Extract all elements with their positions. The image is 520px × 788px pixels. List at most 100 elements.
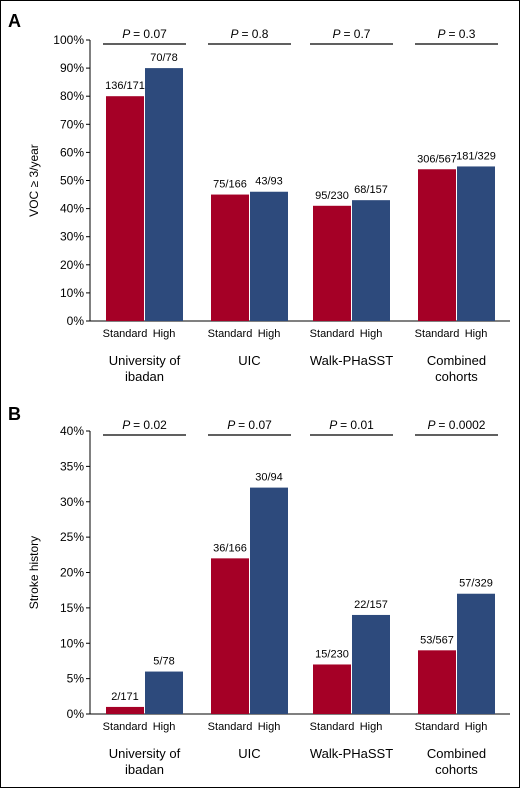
category-label: cohorts	[435, 369, 478, 384]
bar-high	[352, 614, 390, 714]
data-label: 2/171	[111, 691, 139, 703]
data-label: 306/567	[417, 153, 457, 165]
category-label: cohorts	[435, 762, 478, 777]
y-tick-label: 10%	[60, 286, 84, 300]
bar-group: 306/567 Standard 181/329 High Combinedcohort…	[415, 27, 498, 384]
bar-high	[457, 593, 495, 714]
category-label: Combined	[427, 353, 486, 368]
data-label: 15/230	[315, 648, 349, 660]
subcategory-label: Standard	[310, 721, 355, 733]
category-label: Walk-PHaSST	[310, 746, 393, 761]
bar-standard	[313, 664, 351, 714]
y-tick-label: 70%	[60, 117, 84, 131]
subcategory-label: Standard	[208, 328, 253, 340]
subcategory-label: Standard	[103, 721, 148, 733]
bar-group: 2/171 Standard 5/78 High University ofibadan…	[103, 418, 186, 777]
y-tick-label: 0%	[67, 707, 85, 721]
bar-high	[145, 68, 183, 321]
data-label: 136/171	[105, 80, 145, 92]
p-value-label: P = 0.7	[333, 27, 371, 41]
y-tick-label: 90%	[60, 61, 84, 75]
data-label: 75/166	[213, 179, 247, 191]
y-tick-label: 40%	[60, 202, 84, 216]
subcategory-label: Standard	[208, 721, 253, 733]
subcategory-label: High	[360, 328, 383, 340]
subcategory-label: Standard	[310, 328, 355, 340]
category-label: University of	[109, 353, 181, 368]
subcategory-label: High	[258, 328, 281, 340]
bar-high	[145, 671, 183, 714]
category-label: Combined	[427, 746, 486, 761]
bar-standard	[106, 706, 144, 714]
bar-high	[250, 191, 288, 321]
subcategory-label: Standard	[415, 328, 460, 340]
data-label: 5/78	[153, 656, 174, 668]
data-label: 68/157	[354, 184, 388, 196]
category-label: Walk-PHaSST	[310, 353, 393, 368]
bar-group: 15/230 Standard 22/157 High Walk-PHaSST P = 0…	[310, 418, 394, 761]
data-label: 53/567	[420, 634, 454, 646]
p-value-label: P = 0.07	[122, 27, 167, 41]
y-tick-label: 5%	[67, 672, 85, 686]
bar-high	[250, 487, 288, 714]
y-tick-label: 30%	[60, 495, 84, 509]
bar-standard	[211, 194, 249, 321]
category-label: UIC	[238, 746, 260, 761]
y-axis-label: Stroke history	[27, 536, 41, 609]
subcategory-label: High	[465, 328, 488, 340]
y-axis-label: VOC ≥ 3/year	[27, 144, 41, 217]
y-tick-label: 100%	[53, 33, 84, 47]
bar-group: 36/166 Standard 30/94 High UIC P = 0.07	[208, 418, 291, 761]
y-tick-label: 10%	[60, 636, 84, 650]
y-tick-label: 60%	[60, 145, 84, 159]
data-label: 36/166	[213, 542, 247, 554]
data-label: 70/78	[150, 52, 178, 64]
bar-high	[457, 166, 495, 321]
p-value-label: P = 0.01	[329, 418, 374, 432]
y-tick-label: 80%	[60, 89, 84, 103]
category-label: ibadan	[125, 369, 164, 384]
bar-high	[352, 200, 390, 321]
p-value-label: P = 0.02	[122, 418, 167, 432]
subcategory-label: High	[465, 721, 488, 733]
bar-standard	[313, 205, 351, 321]
category-label: UIC	[238, 353, 260, 368]
chart-panel-b: B Stroke history 0% 5% 10% 15% 20% 25% 30% 35% 40%…	[8, 404, 510, 777]
data-label: 43/93	[255, 176, 283, 188]
bar-group: 136/171 Standard 70/78 High University ofiba…	[103, 27, 186, 384]
p-value-label: P = 0.8	[231, 27, 269, 41]
data-label: 57/329	[459, 578, 493, 590]
y-tick-label: 40%	[60, 424, 84, 438]
data-label: 30/94	[255, 472, 283, 484]
subcategory-label: High	[153, 721, 176, 733]
data-label: 95/230	[315, 190, 349, 202]
category-label: University of	[109, 746, 181, 761]
subcategory-label: Standard	[415, 721, 460, 733]
bar-standard	[211, 558, 249, 714]
y-tick-label: 15%	[60, 601, 84, 615]
bar-group: 95/230 Standard 68/157 High Walk-PHaSST P = 0…	[310, 27, 394, 368]
y-tick-label: 35%	[60, 459, 84, 473]
y-tick-label: 20%	[60, 258, 84, 272]
y-tick-label: 0%	[67, 314, 85, 328]
bar-group: 75/166 Standard 43/93 High UIC P = 0.8	[208, 27, 291, 368]
subcategory-label: High	[258, 721, 281, 733]
category-label: ibadan	[125, 762, 164, 777]
data-label: 181/329	[456, 150, 496, 162]
bar-standard	[418, 650, 456, 714]
subcategory-label: High	[360, 721, 383, 733]
chart-panel-a: A VOC ≥ 3/year 0% 10% 20% 30% 40% 50% 60% 70% 80% 9…	[8, 11, 510, 384]
subcategory-label: Standard	[103, 328, 148, 340]
y-tick-label: 25%	[60, 530, 84, 544]
data-label: 22/157	[354, 599, 388, 611]
bar-standard	[106, 96, 144, 321]
p-value-label: P = 0.3	[438, 27, 476, 41]
p-value-label: P = 0.0002	[428, 418, 486, 432]
y-tick-label: 30%	[60, 230, 84, 244]
p-value-label: P = 0.07	[227, 418, 272, 432]
panel-label: A	[8, 11, 21, 31]
subcategory-label: High	[153, 328, 176, 340]
panel-label: B	[8, 404, 21, 424]
